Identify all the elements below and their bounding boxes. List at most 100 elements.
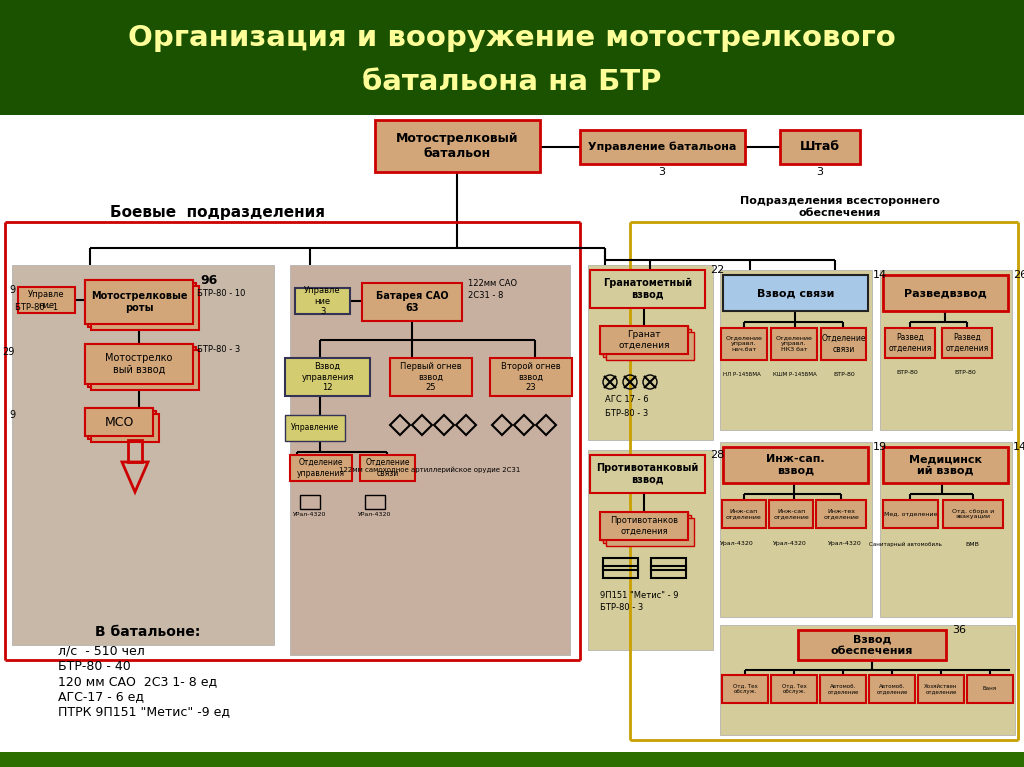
Text: батальона на БТР: батальона на БТР — [362, 68, 662, 96]
Text: 9: 9 — [9, 285, 15, 295]
Text: л/с  - 510 чел
БТР-80 - 40
120 мм САО  2С3 1- 8 ед
АГС-17 - 6 ед
ПТРК 9П151 "Мет: л/с - 510 чел БТР-80 - 40 120 мм САО 2С3… — [58, 645, 230, 718]
Bar — [820, 675, 866, 703]
Text: Автомоб.
отделение: Автомоб. отделение — [827, 683, 859, 694]
Text: Гранатометный
взвод: Гранатометный взвод — [603, 278, 692, 300]
Bar — [600, 512, 688, 540]
Bar — [590, 270, 705, 308]
Bar — [769, 500, 813, 528]
Text: Автомоб.
отделение: Автомоб. отделение — [877, 683, 907, 694]
Text: Разведвзвод: Разведвзвод — [904, 288, 987, 298]
Bar — [375, 120, 540, 172]
Text: БТР-80 - 10: БТР-80 - 10 — [197, 289, 246, 298]
Bar — [600, 326, 688, 354]
Text: В батальоне:: В батальоне: — [95, 625, 201, 639]
Bar — [285, 358, 370, 396]
Text: АГС 17 - 6: АГС 17 - 6 — [605, 396, 648, 404]
Bar — [85, 344, 193, 384]
Text: Развед
отделения: Развед отделения — [889, 334, 932, 353]
Bar — [780, 130, 860, 164]
Bar — [85, 408, 153, 436]
Text: Взвод связи: Взвод связи — [757, 288, 835, 298]
Bar — [771, 675, 817, 703]
Bar — [942, 328, 992, 358]
Text: 26: 26 — [1013, 270, 1024, 280]
Text: 2С31 - 8: 2С31 - 8 — [468, 291, 504, 301]
Text: Организация и вооружение мотострелкового: Организация и вооружение мотострелкового — [128, 24, 896, 52]
Bar — [720, 625, 1015, 735]
Bar — [85, 280, 193, 324]
Text: Противотанков
отделения: Противотанков отделения — [610, 516, 678, 535]
Text: Урал-4320: Урал-4320 — [773, 542, 807, 547]
Text: Урал-4320: Урал-4320 — [720, 542, 754, 547]
Text: Второй огнев
взвод
23: Второй огнев взвод 23 — [501, 362, 561, 392]
Bar — [722, 675, 768, 703]
Bar — [603, 566, 638, 578]
Bar — [362, 283, 462, 321]
Bar — [880, 270, 1012, 430]
Bar — [85, 280, 193, 324]
Text: Инж-сап.
взвод: Инж-сап. взвод — [766, 454, 824, 476]
Text: Батарея САО
63: Батарея САО 63 — [376, 291, 449, 313]
Text: УРал-4320: УРал-4320 — [293, 512, 327, 518]
Text: БТР-80 - 3: БТР-80 - 3 — [605, 409, 648, 417]
Text: 9П151 "Метис" - 9: 9П151 "Метис" - 9 — [600, 591, 679, 600]
Bar — [606, 332, 694, 360]
Text: 3: 3 — [816, 167, 823, 177]
Bar — [290, 455, 352, 481]
Text: Медицинск
ий взвод: Медицинск ий взвод — [909, 454, 982, 476]
Bar — [918, 675, 964, 703]
Text: Отд. сбора и
эвакуации: Отд. сбора и эвакуации — [952, 509, 994, 519]
Text: БТР-80 - 3: БТР-80 - 3 — [600, 603, 643, 611]
Bar — [606, 518, 694, 546]
Text: МСО: МСО — [104, 416, 134, 429]
Bar — [12, 265, 274, 645]
Text: 22: 22 — [710, 265, 724, 275]
Bar — [720, 442, 872, 617]
Bar — [88, 347, 196, 387]
Bar — [365, 495, 385, 509]
Bar — [588, 450, 713, 650]
Text: Взвод
обеспечения: Взвод обеспечения — [830, 634, 913, 656]
Text: Инж-тех
отделение: Инж-тех отделение — [823, 509, 859, 519]
Text: Противотанковый
взвод: Противотанковый взвод — [596, 463, 698, 485]
Text: Баня: Баня — [983, 686, 997, 692]
Bar — [295, 288, 350, 314]
Bar — [490, 358, 572, 396]
Bar — [290, 265, 570, 655]
Text: Отделение
управл.
НКЗ бат: Отделение управл. НКЗ бат — [775, 336, 812, 352]
Bar — [590, 455, 705, 493]
Bar — [771, 328, 817, 360]
Text: Управление: Управление — [291, 423, 339, 433]
Bar — [603, 515, 691, 543]
Bar — [880, 442, 1012, 617]
Text: Мотострелковый
батальон: Мотострелковый батальон — [396, 132, 519, 160]
Text: НЛ Р-145БМА: НЛ Р-145БМА — [723, 373, 761, 377]
Text: Урал-4320: Урал-4320 — [828, 542, 862, 547]
Text: Инж-сап
отделение: Инж-сап отделение — [726, 509, 762, 519]
Text: Гранат
отделения: Гранат отделения — [618, 331, 670, 350]
Bar — [943, 500, 1002, 528]
Bar — [651, 558, 686, 570]
Text: Управление батальона: Управление батальона — [589, 142, 736, 153]
Bar — [88, 283, 196, 327]
Text: БМВ: БМВ — [965, 542, 979, 547]
Text: Взвод
управления
12: Взвод управления 12 — [301, 362, 353, 392]
Bar — [883, 500, 938, 528]
Text: Отделение
связи: Отделение связи — [821, 334, 865, 354]
Bar — [720, 270, 872, 430]
Bar — [0, 752, 1024, 767]
Bar — [390, 358, 472, 396]
Text: 14: 14 — [1013, 442, 1024, 452]
Text: Развед
отделения: Развед отделения — [945, 334, 988, 353]
Text: Мед. отделение: Мед. отделение — [884, 512, 937, 516]
Text: Управле
ние
3: Управле ние 3 — [304, 286, 341, 316]
Bar — [722, 500, 766, 528]
Text: 3: 3 — [658, 167, 666, 177]
Bar — [588, 265, 713, 440]
Bar — [967, 675, 1013, 703]
Text: Отделение
связи: Отделение связи — [366, 459, 410, 478]
Text: Отд. Тех
обслуж.: Отд. Тех обслуж. — [732, 683, 758, 694]
Text: 28: 28 — [710, 450, 724, 460]
Text: БТР-80 - 3: БТР-80 - 3 — [197, 344, 241, 354]
Bar — [723, 275, 868, 311]
